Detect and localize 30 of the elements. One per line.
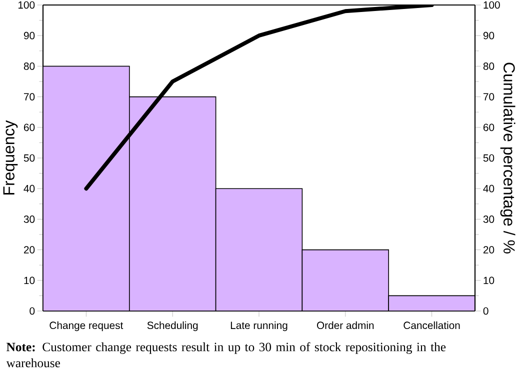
y-tick-label: 40 [24, 184, 35, 192]
y2-tick-label: 10 [484, 276, 494, 284]
y-axis-title: Frequency [3, 120, 18, 194]
y-tick-label: 50 [24, 154, 35, 162]
x-tick-label: Scheduling [147, 321, 198, 332]
x-tick-label: Order admin [317, 321, 374, 330]
y-tick-label: 90 [24, 32, 35, 40]
y2-tick-label: 30 [483, 216, 494, 223]
y2-tick-label: 60 [483, 124, 494, 132]
y-tick-label: 80 [24, 62, 35, 70]
y-tick-label: 20 [24, 246, 35, 254]
y-tick-label: 0 [30, 307, 35, 315]
text: Note: Customer change requests result in up to 30 min of stock repositioning in the warehouse [6, 342, 446, 368]
y2-tick-label: 70 [483, 93, 494, 100]
y-tick-label: 100 [18, 1, 35, 9]
y-tick-label: 60 [24, 124, 35, 132]
y-tick-label: 10 [24, 276, 35, 284]
y2-tick-label: 20 [483, 246, 494, 254]
y2-tick-label: 100 [484, 1, 500, 9]
x-tick-label: Late running [230, 321, 288, 332]
x-tick-label: Cancellation [404, 321, 460, 330]
y2-tick-label: 80 [483, 62, 494, 70]
x-tick-label: Change request [50, 321, 124, 332]
y-tick-label: 70 [24, 93, 35, 100]
y2-tick-label: 40 [483, 184, 494, 192]
y2-tick-label: 50 [483, 154, 494, 162]
y2-tick-label: 0 [483, 307, 488, 315]
y2-tick-label: 90 [483, 32, 494, 40]
y2-axis-title: Cumulative percentage / % [500, 62, 516, 254]
y-tick-label: 30 [24, 216, 35, 223]
